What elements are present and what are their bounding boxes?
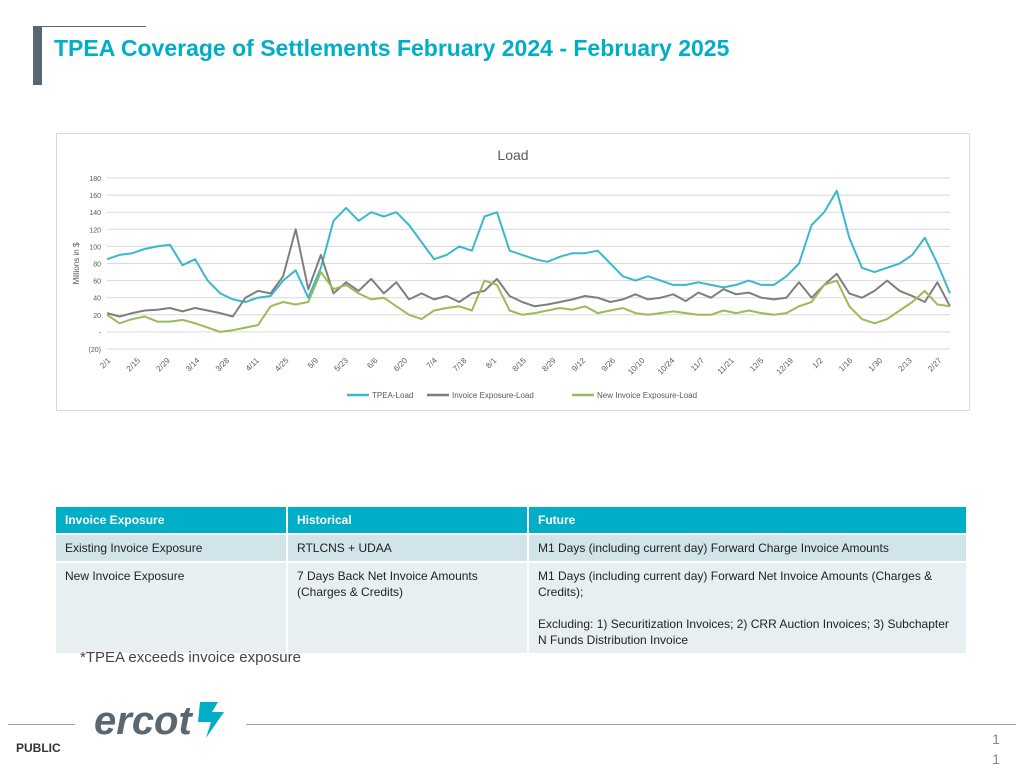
x-tick-label: 2/29 [154,356,172,374]
public-label: PUBLIC [16,741,61,755]
legend-label: TPEA-Load [372,391,413,400]
y-tick-label: - [99,330,102,337]
cell-historical: 7 Days Back Net Invoice Amounts (Charges… [287,561,529,653]
title-accent-bar [33,26,42,85]
page-number: 11 [992,731,1000,767]
header-invoice-exposure: Invoice Exposure [56,507,288,534]
y-tick-label: 80 [93,262,101,269]
x-tick-label: 7/18 [451,356,469,374]
legend-label: New Invoice Exposure-Load [597,391,697,400]
header-historical: Historical [287,507,529,534]
series-line [106,271,951,333]
y-tick-label: 60 [93,279,101,286]
x-tick-label: 9/12 [570,356,588,374]
cell-historical: RTLCNS + UDAA [287,533,529,562]
legend-label: Invoice Exposure-Load [452,391,534,400]
footer-rule-left [8,724,75,725]
x-tick-label: 7/4 [425,356,440,371]
y-tick-label: 100 [89,244,101,251]
x-tick-label: 10/24 [656,356,677,377]
x-tick-label: 1/16 [837,356,855,374]
x-tick-label: 4/11 [244,356,261,373]
table-header-row: Invoice Exposure Historical Future [56,507,968,534]
x-tick-label: 12/5 [748,356,766,374]
x-tick-label: 5/9 [306,356,321,371]
x-tick-label: 8/15 [511,356,529,374]
header-future: Future [528,507,968,534]
ercot-logo: ercot [94,699,224,743]
cell-future-text: M1 Days (including current day) Forward … [538,569,933,599]
x-tick-label: 2/13 [896,356,914,374]
x-tick-label: 1/2 [811,356,826,371]
cell-future-text: M1 Days (including current day) Forward … [538,541,889,555]
x-tick-label: 6/6 [365,356,380,371]
cell-future: M1 Days (including current day) Forward … [528,533,968,562]
y-tick-label: 120 [89,227,101,234]
y-tick-label: 140 [89,210,101,217]
x-tick-label: 4/25 [273,356,291,374]
x-tick-label: 3/28 [214,356,232,374]
title-accent-rule [42,26,146,27]
footer-rule-right [246,724,1016,725]
chart-svg: Load 180 160 140 120 100 80 60 40 20 - (20) Millions… [72,147,951,400]
table-row: Existing Invoice Exposure RTLCNS + UDAA … [56,533,968,562]
x-tick-label: 8/29 [540,356,558,374]
y-tick-label: 180 [89,176,101,183]
chart-title: Load [497,147,528,163]
x-tick-label: 9/26 [600,356,618,374]
x-tick-label: 12/19 [775,356,796,377]
cell-exposure-type: Existing Invoice Exposure [56,533,288,562]
cell-future: M1 Days (including current day) Forward … [528,561,968,653]
ercot-logo-text: ercot [94,699,193,743]
x-tick-label: 6/20 [392,356,410,374]
cell-future-exclusions: Excluding: 1) Securitization Invoices; 2… [538,617,949,647]
y-tick-label: 20 [93,313,101,320]
series-line [106,228,951,318]
y-axis-label: Millions in $ [72,242,81,284]
footnote: *TPEA exceeds invoice exposure [80,649,301,666]
x-tick-label: 2/15 [125,356,143,374]
x-tick-label: 2/27 [926,356,944,374]
load-chart: Load 180 160 140 120 100 80 60 40 20 - (20) Millions… [56,133,970,411]
y-tick-label: 160 [89,193,101,200]
cell-exposure-type: New Invoice Exposure [56,561,288,653]
lightning-bolt-icon [198,702,224,738]
x-tick-label: 11/7 [689,356,706,373]
x-tick-label: 3/14 [184,356,202,374]
x-tick-label: 11/21 [716,356,736,376]
y-tick-label: 40 [93,296,101,303]
x-tick-label: 1/30 [867,356,885,374]
slide-title: TPEA Coverage of Settlements February 20… [54,35,730,61]
series-line [106,189,951,303]
x-tick-label: 8/1 [484,356,499,371]
x-tick-label: 10/10 [626,356,647,377]
y-tick-label: (20) [89,347,101,354]
table-row: New Invoice Exposure 7 Days Back Net Inv… [56,561,968,653]
x-tick-label: 5/23 [332,356,350,374]
x-tick-label: 2/1 [98,356,113,371]
invoice-exposure-table: Invoice Exposure Historical Future Exist… [56,507,968,653]
